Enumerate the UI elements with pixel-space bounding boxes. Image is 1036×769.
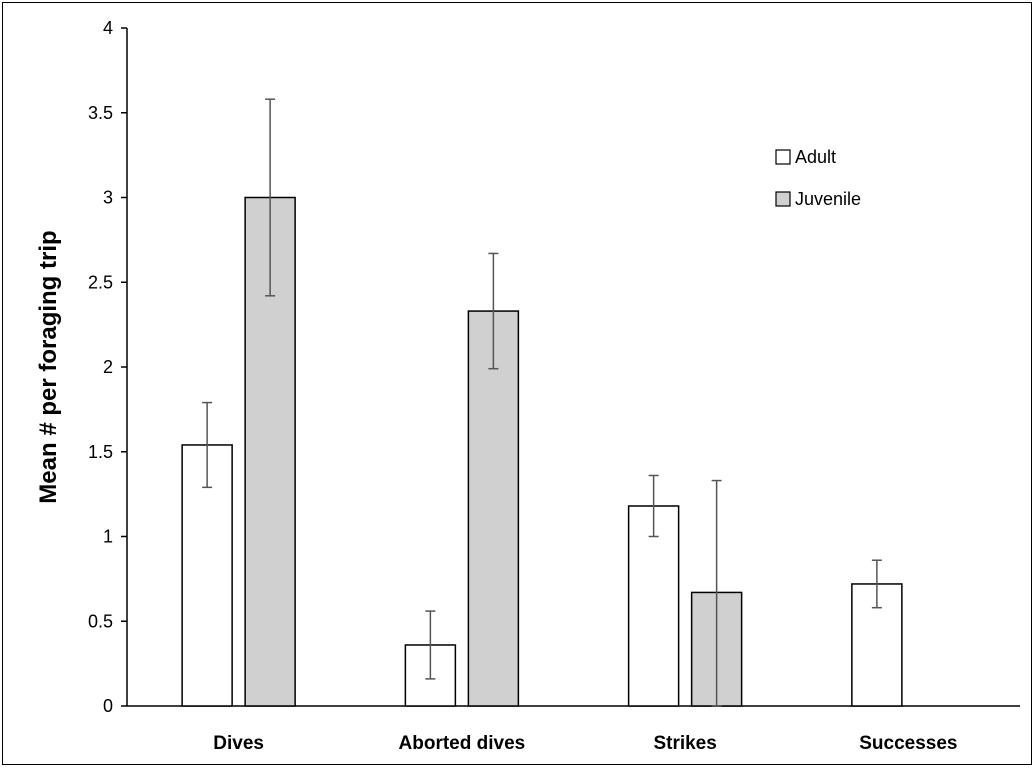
y-tick-label: 1 xyxy=(103,527,113,547)
error-bars xyxy=(202,98,882,707)
y-tick-label: 3 xyxy=(103,188,113,208)
error-bar xyxy=(488,252,499,370)
x-category-label: Strikes xyxy=(653,733,716,754)
legend: Adult Juvenile xyxy=(775,147,861,209)
y-tick-label: 4 xyxy=(103,18,113,38)
error-bar xyxy=(871,559,882,609)
x-category-label: Aborted dives xyxy=(399,733,526,754)
legend-item-adult: Adult xyxy=(775,147,836,167)
legend-item-juvenile: Juvenile xyxy=(775,189,861,209)
legend-label: Adult xyxy=(795,147,836,167)
y-tick-label: 2.5 xyxy=(88,272,113,292)
x-category-label: Dives xyxy=(213,733,264,754)
x-axis: Dives Aborted dives Strikes Successes xyxy=(127,705,1020,754)
error-bar xyxy=(648,474,659,538)
y-tick-label: 3.5 xyxy=(88,103,113,123)
bar-adult-dives xyxy=(181,444,233,707)
y-tick-label: 0.5 xyxy=(88,611,113,631)
y-axis-label: Mean # per foraging trip xyxy=(35,230,62,503)
x-category-label: Successes xyxy=(859,733,957,754)
legend-label: Juvenile xyxy=(795,189,861,209)
legend-swatch xyxy=(775,191,791,207)
y-tick-label: 1.5 xyxy=(88,442,113,462)
legend-swatch xyxy=(775,149,791,165)
y-tick-label: 2 xyxy=(103,357,113,377)
error-bar xyxy=(202,401,213,489)
y-axis: 0 0.5 1 1.5 2 2.5 3 3.5 4 xyxy=(88,18,128,716)
error-bar xyxy=(265,98,276,297)
y-tick-label: 0 xyxy=(103,696,113,716)
error-bar xyxy=(425,610,436,680)
bar-adult-strikes xyxy=(627,505,680,707)
error-bar xyxy=(711,479,722,707)
bar-juvenile-aborted-dives xyxy=(467,310,520,707)
bars xyxy=(181,196,903,707)
